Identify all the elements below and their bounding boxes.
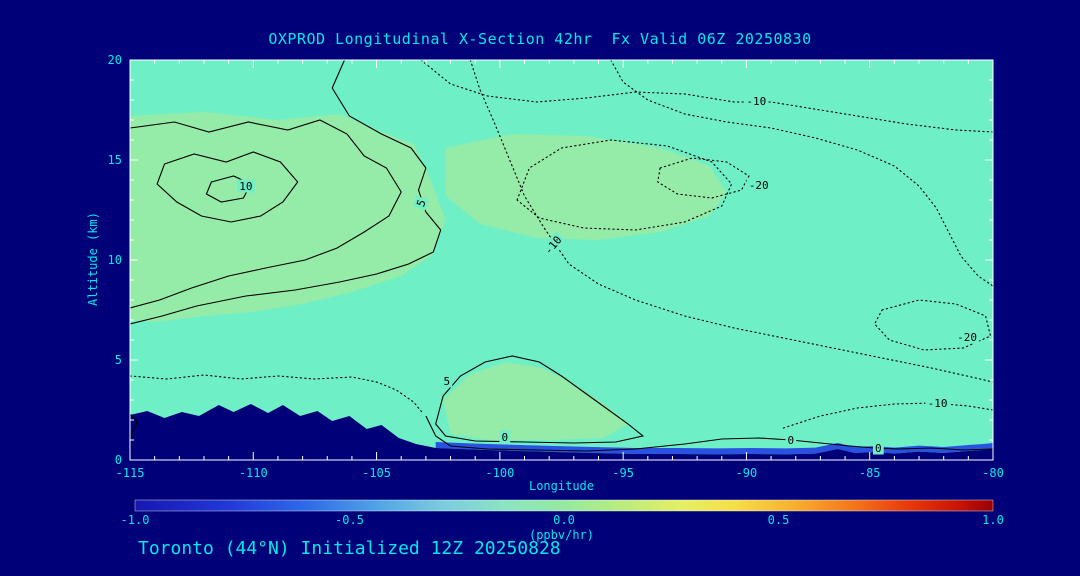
contour-line--10-dotted: [516, 139, 733, 231]
contour-line-0-dotted: [130, 374, 424, 415]
y-tick-label: 20: [108, 53, 122, 67]
y-axis-label: Altitude (km): [86, 212, 100, 306]
contour-label-mask: [412, 195, 429, 211]
contour-label-text: -20: [957, 331, 977, 344]
fill-patch: [443, 362, 629, 440]
colorbar-tick-label: 0.5: [768, 513, 790, 527]
x-tick-label: -80: [982, 466, 1004, 480]
contour-label: 5: [441, 374, 453, 388]
colorbar-tick-label: 1.0: [982, 513, 1004, 527]
colorbar: [134, 499, 994, 512]
contour-label-mask: [744, 94, 769, 108]
contour-label-text: -10: [746, 95, 766, 108]
contour-line-0-solid: [130, 413, 139, 441]
x-tick-label: -105: [362, 466, 391, 480]
contour-label-text: 0: [787, 434, 794, 447]
contour-label-text: 10: [239, 180, 252, 193]
init-info-text: Toronto (44°N) Initialized 12Z 20250828: [138, 538, 561, 559]
contour-label-mask: [925, 396, 950, 410]
fill-patch: [130, 112, 446, 322]
contour-label: -10: [925, 396, 950, 410]
contour-line-10-solid: [156, 151, 299, 223]
fill-patch: [445, 134, 727, 240]
contour-line-5-solid: [130, 119, 402, 309]
contour-label: 0: [499, 430, 511, 444]
colorbar-units-label: (ppbv/hr): [528, 528, 595, 542]
contour-label-mask: [746, 178, 771, 192]
contour-label-mask: [954, 330, 980, 344]
contour-label: 0: [872, 441, 884, 455]
contour-label: 5: [412, 195, 429, 211]
contour-line--20-dotted: [873, 299, 992, 351]
x-tick-label: -90: [736, 466, 758, 480]
x-tick-label: -115: [116, 466, 145, 480]
contour-line-5-solid: [130, 60, 442, 325]
y-tick-label: 15: [108, 153, 122, 167]
contour-line--10-dotted: [469, 60, 993, 383]
contour-label: -10: [744, 94, 769, 108]
contour-line--10-dotted: [610, 60, 993, 287]
contour-label-text: 5: [414, 198, 428, 209]
colorbar-tick-label: -1.0: [121, 513, 150, 527]
x-axis-label: Longitude: [528, 479, 595, 493]
terrain-profile: [130, 404, 993, 460]
contour-label: -20: [954, 330, 980, 344]
x-tick-label: -95: [612, 466, 634, 480]
colorbar-tick-label: 0.0: [553, 513, 575, 527]
contour-label-text: 0: [501, 431, 508, 444]
contour-label-text: -10: [928, 397, 948, 410]
contour-label-mask: [499, 430, 511, 444]
contour-label-text: -20: [749, 179, 769, 192]
contour-label: -20: [746, 178, 771, 192]
x-tick-label: -85: [859, 466, 881, 480]
contour-label-mask: [237, 179, 255, 193]
axis-ticks: [129, 59, 994, 461]
colorbar-tick-label: -0.5: [335, 513, 364, 527]
y-tick-label: 5: [115, 353, 122, 367]
contour-label-mask: [441, 374, 453, 388]
contour-label-mask: [785, 433, 797, 447]
y-tick-label: 0: [115, 453, 122, 467]
x-tick-label: -110: [239, 466, 268, 480]
contour-line--10-dotted: [782, 402, 993, 429]
contour-line-10-solid: [205, 175, 252, 203]
x-tick-label: -100: [485, 466, 514, 480]
contour-line--10-dotted: [420, 60, 993, 133]
contour-label-text: 5: [444, 375, 451, 388]
contour-line--20-dotted: [657, 157, 750, 199]
contour-label: 0: [785, 433, 797, 447]
y-tick-label: 10: [108, 253, 122, 267]
contour-label-mask: [540, 231, 566, 259]
contour-line-0-solid: [425, 415, 993, 452]
contour-label-mask: [872, 441, 884, 455]
chart-title: OXPROD Longitudinal X-Section 42hr Fx Va…: [268, 30, 812, 48]
contour-label-text: 0: [875, 442, 882, 455]
contour-label: 10: [237, 179, 255, 193]
